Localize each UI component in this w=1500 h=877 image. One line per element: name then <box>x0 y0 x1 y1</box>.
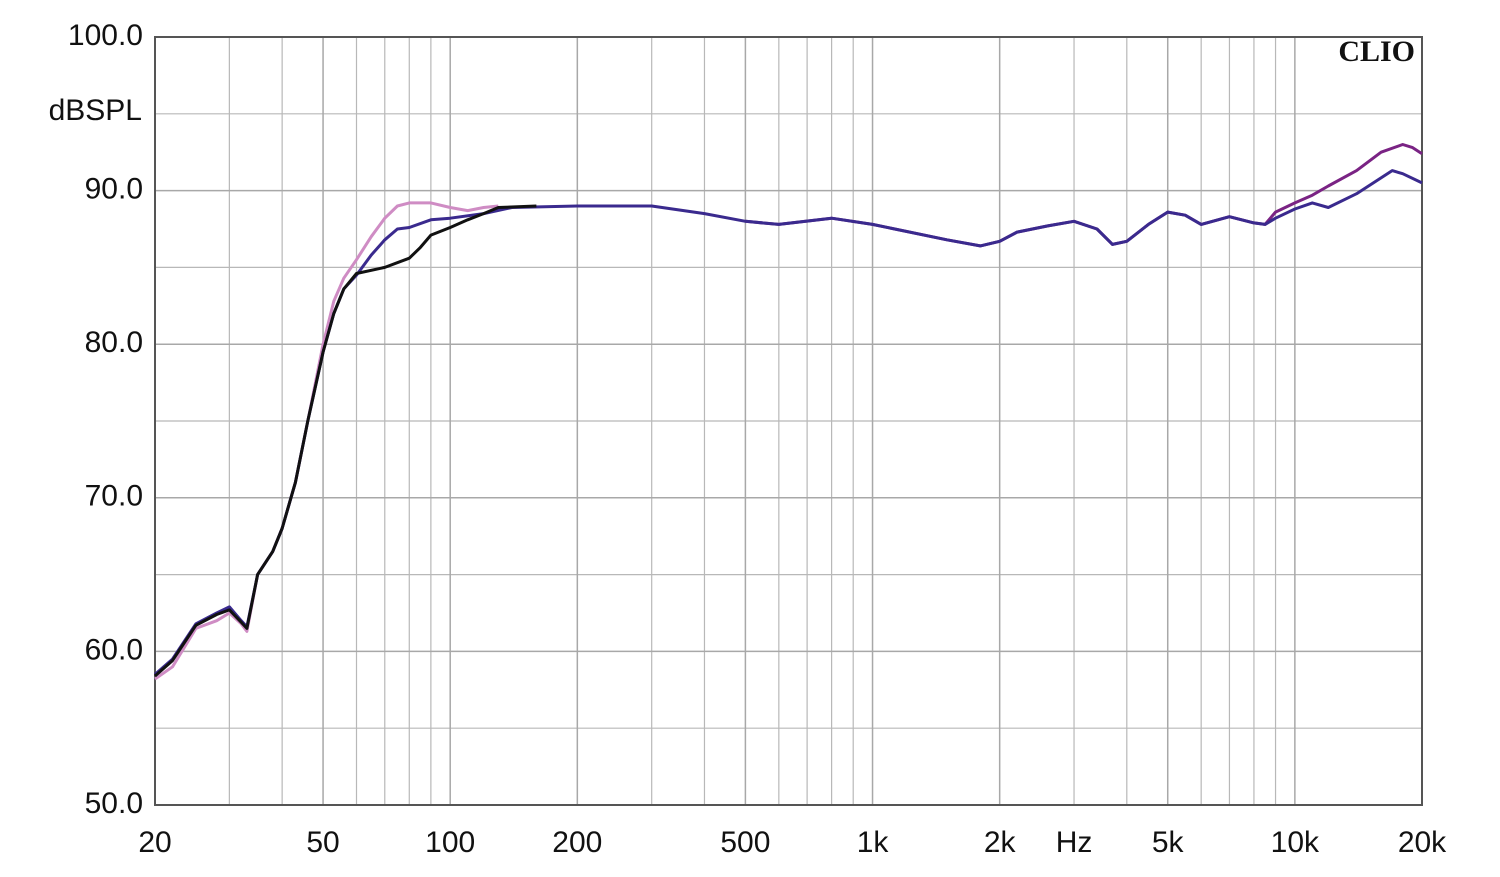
y-tick-label: 50.0 <box>85 787 143 820</box>
y-axis-label: dBSPL <box>49 94 142 127</box>
x-tick-label: 10k <box>1271 826 1320 859</box>
plot: 50.0 60.0 70.0 80.0 90.0 100.0 20 50 100 200 500 1k… <box>68 19 1447 859</box>
y-tick-label: 90.0 <box>85 173 143 206</box>
series-line <box>745 143 1423 248</box>
series-line <box>154 204 537 678</box>
x-tick-label: 1k <box>857 826 890 859</box>
x-tick-label: 20k <box>1398 826 1447 859</box>
series-line <box>154 201 499 681</box>
y-tick-label: 60.0 <box>85 633 143 666</box>
x-tick-label: 100 <box>425 826 475 859</box>
plot-frame <box>154 36 1423 806</box>
y-tick-label: 80.0 <box>85 326 143 359</box>
annotation: CLIO <box>1338 35 1415 68</box>
x-tick-label: 200 <box>552 826 602 859</box>
series-line <box>154 169 1423 676</box>
x-tick-label: 2k <box>984 826 1017 859</box>
x-tick-label: 50 <box>306 826 339 859</box>
y-tick-label: 100.0 <box>68 19 143 52</box>
x-tick-label: 20 <box>138 826 171 859</box>
x-tick-label: 5k <box>1152 826 1185 859</box>
x-tick-label: 500 <box>720 826 770 859</box>
x-axis-label: Hz <box>1056 826 1093 859</box>
y-tick-label: 70.0 <box>85 480 143 513</box>
